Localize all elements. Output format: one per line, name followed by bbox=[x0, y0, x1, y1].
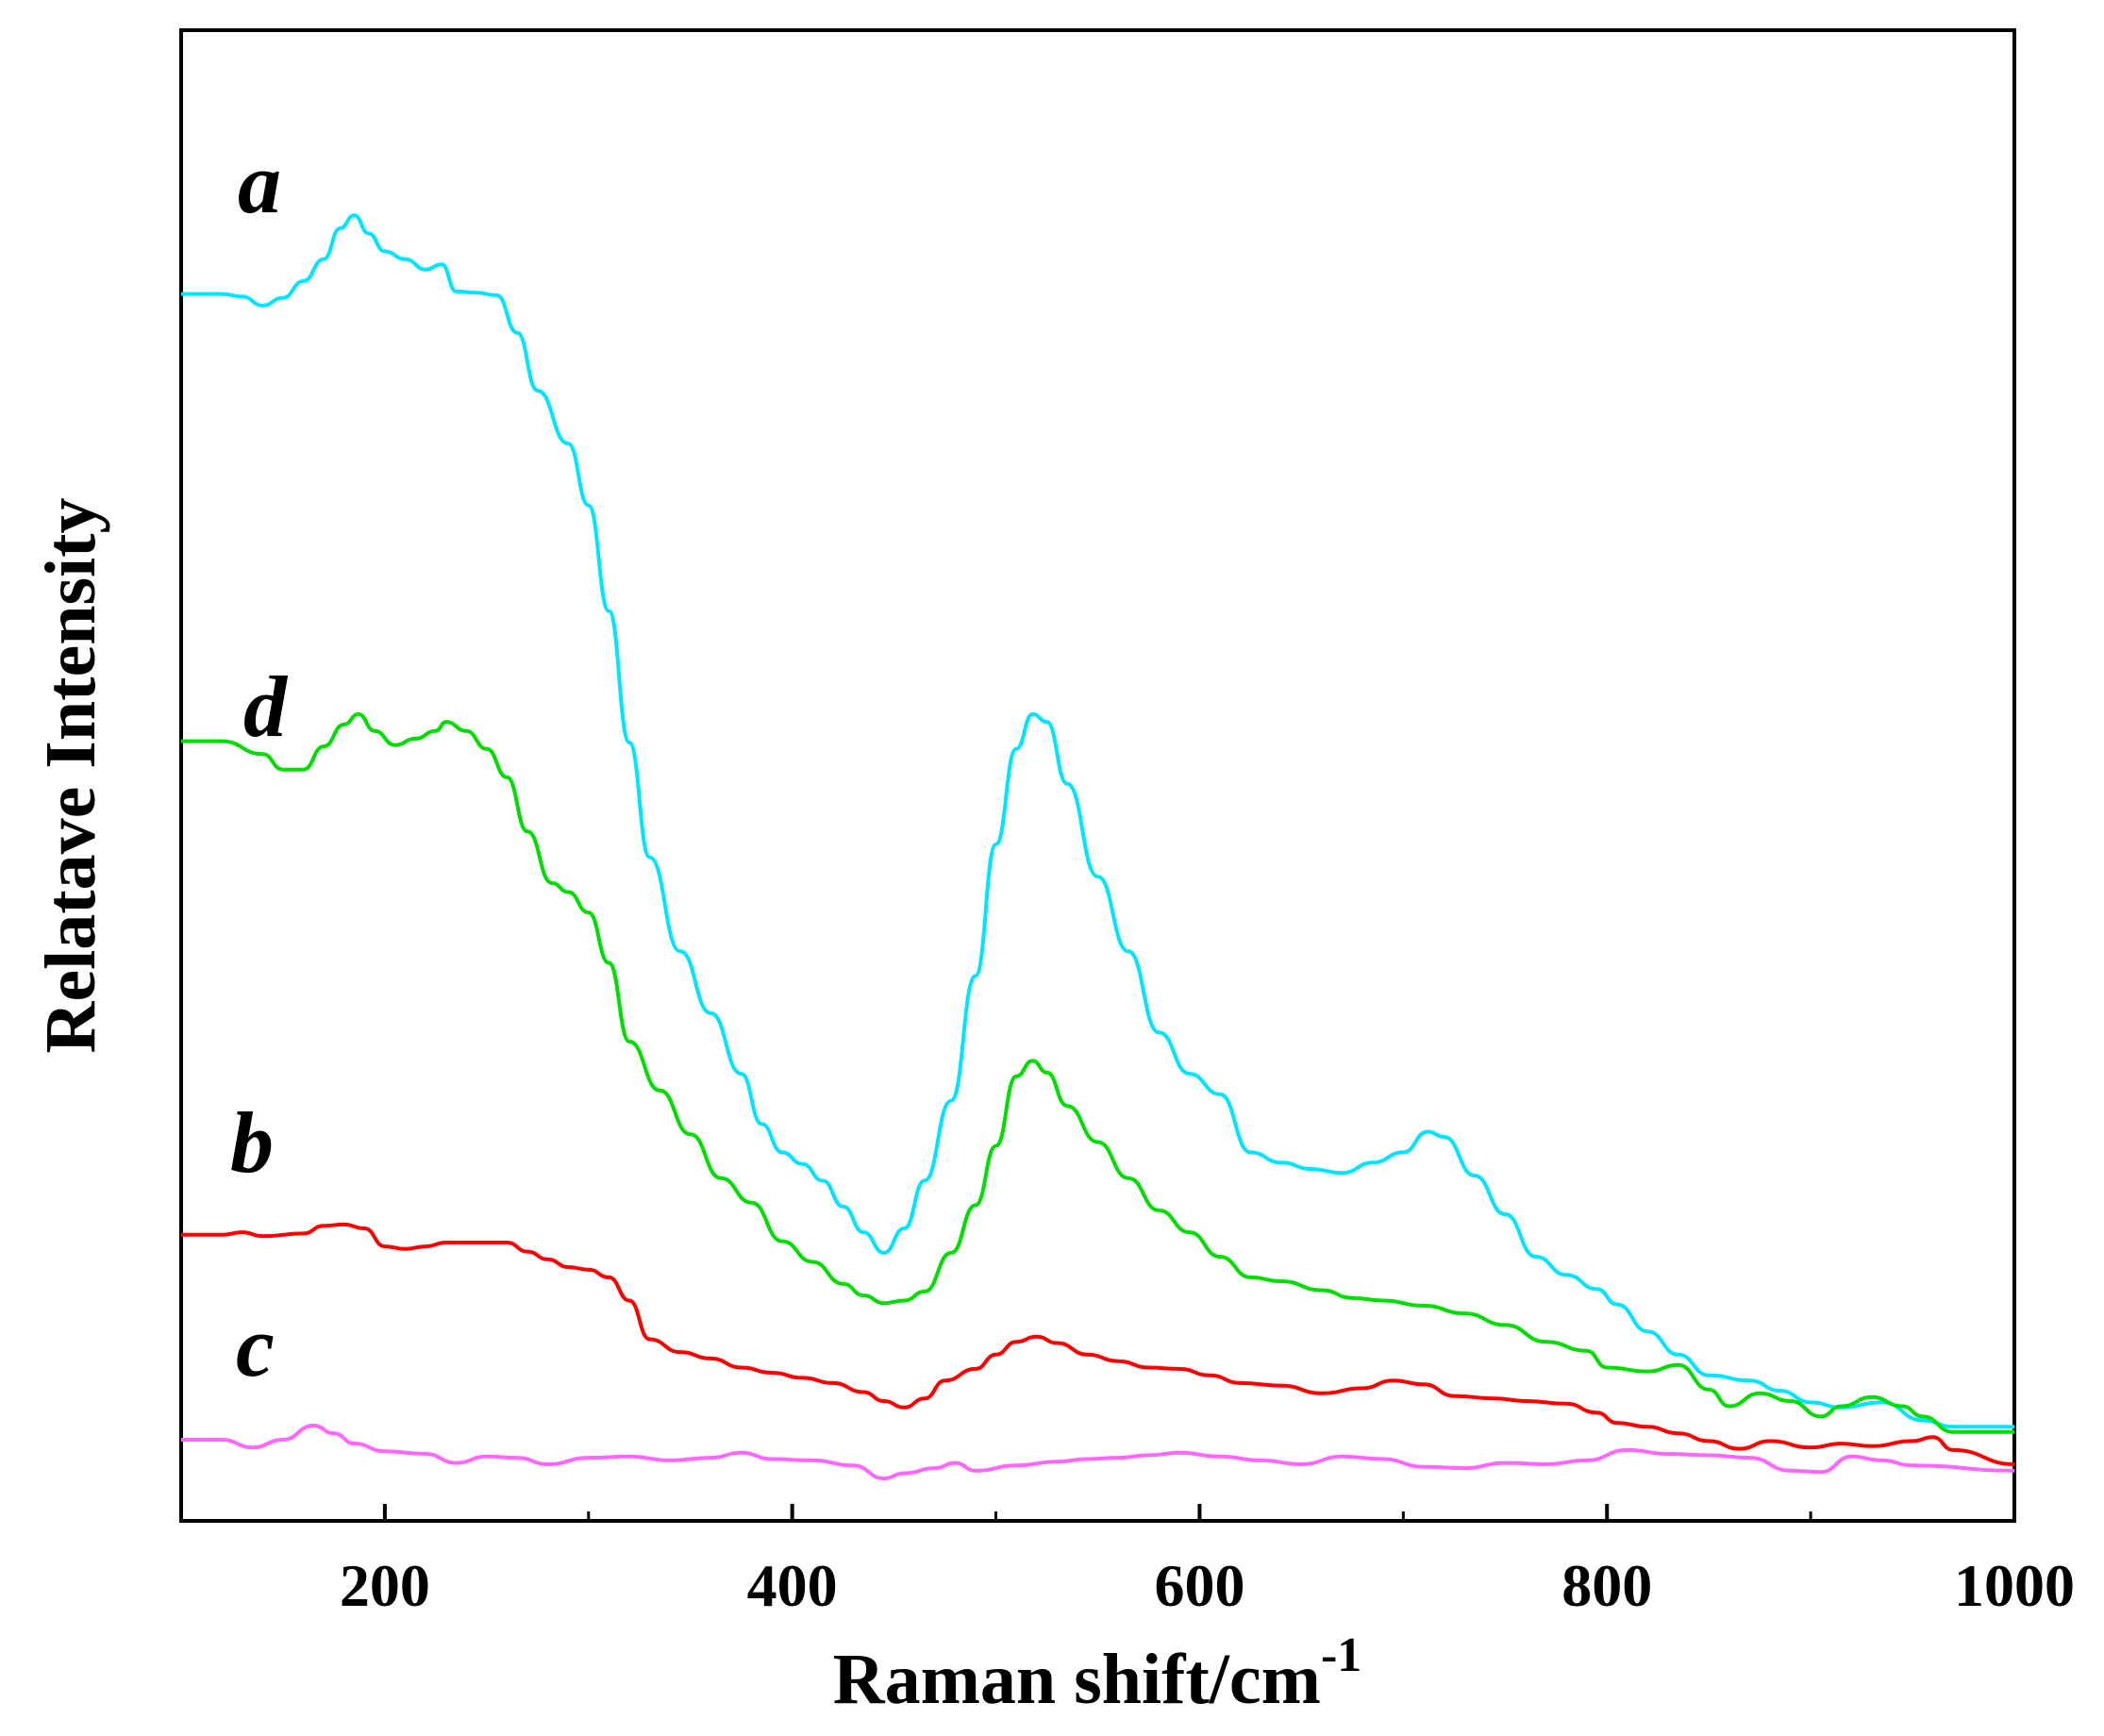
x-axis-title: Raman shift/cm-1 bbox=[833, 1628, 1362, 1719]
series-label-a: a bbox=[238, 135, 281, 231]
series-label-b: b bbox=[230, 1094, 274, 1191]
series-label-c: c bbox=[236, 1298, 275, 1394]
spectra-curves bbox=[180, 213, 2015, 1480]
x-tick-label-600: 600 bbox=[1154, 1552, 1244, 1619]
x-tick-label-200: 200 bbox=[340, 1552, 430, 1619]
x-axis-title-text: Raman shift/cm bbox=[833, 1640, 1321, 1719]
series-label-d: d bbox=[243, 659, 289, 755]
series-line-d bbox=[181, 711, 2014, 1434]
x-tick-label-800: 800 bbox=[1561, 1552, 1652, 1619]
series-line-a bbox=[181, 213, 2014, 1429]
series-line-c bbox=[181, 1424, 2015, 1480]
x-tick-label-400: 400 bbox=[747, 1552, 838, 1619]
x-axis-ticks: 200 400 600 800 1000 bbox=[340, 1504, 2075, 1619]
series-line-b bbox=[180, 1222, 2015, 1466]
plot-frame bbox=[179, 28, 2016, 1523]
x-tick-label-1000: 1000 bbox=[1954, 1552, 2075, 1619]
y-axis-title: Relatave Intensity bbox=[31, 498, 110, 1054]
x-axis-title-superscript: -1 bbox=[1321, 1628, 1361, 1682]
